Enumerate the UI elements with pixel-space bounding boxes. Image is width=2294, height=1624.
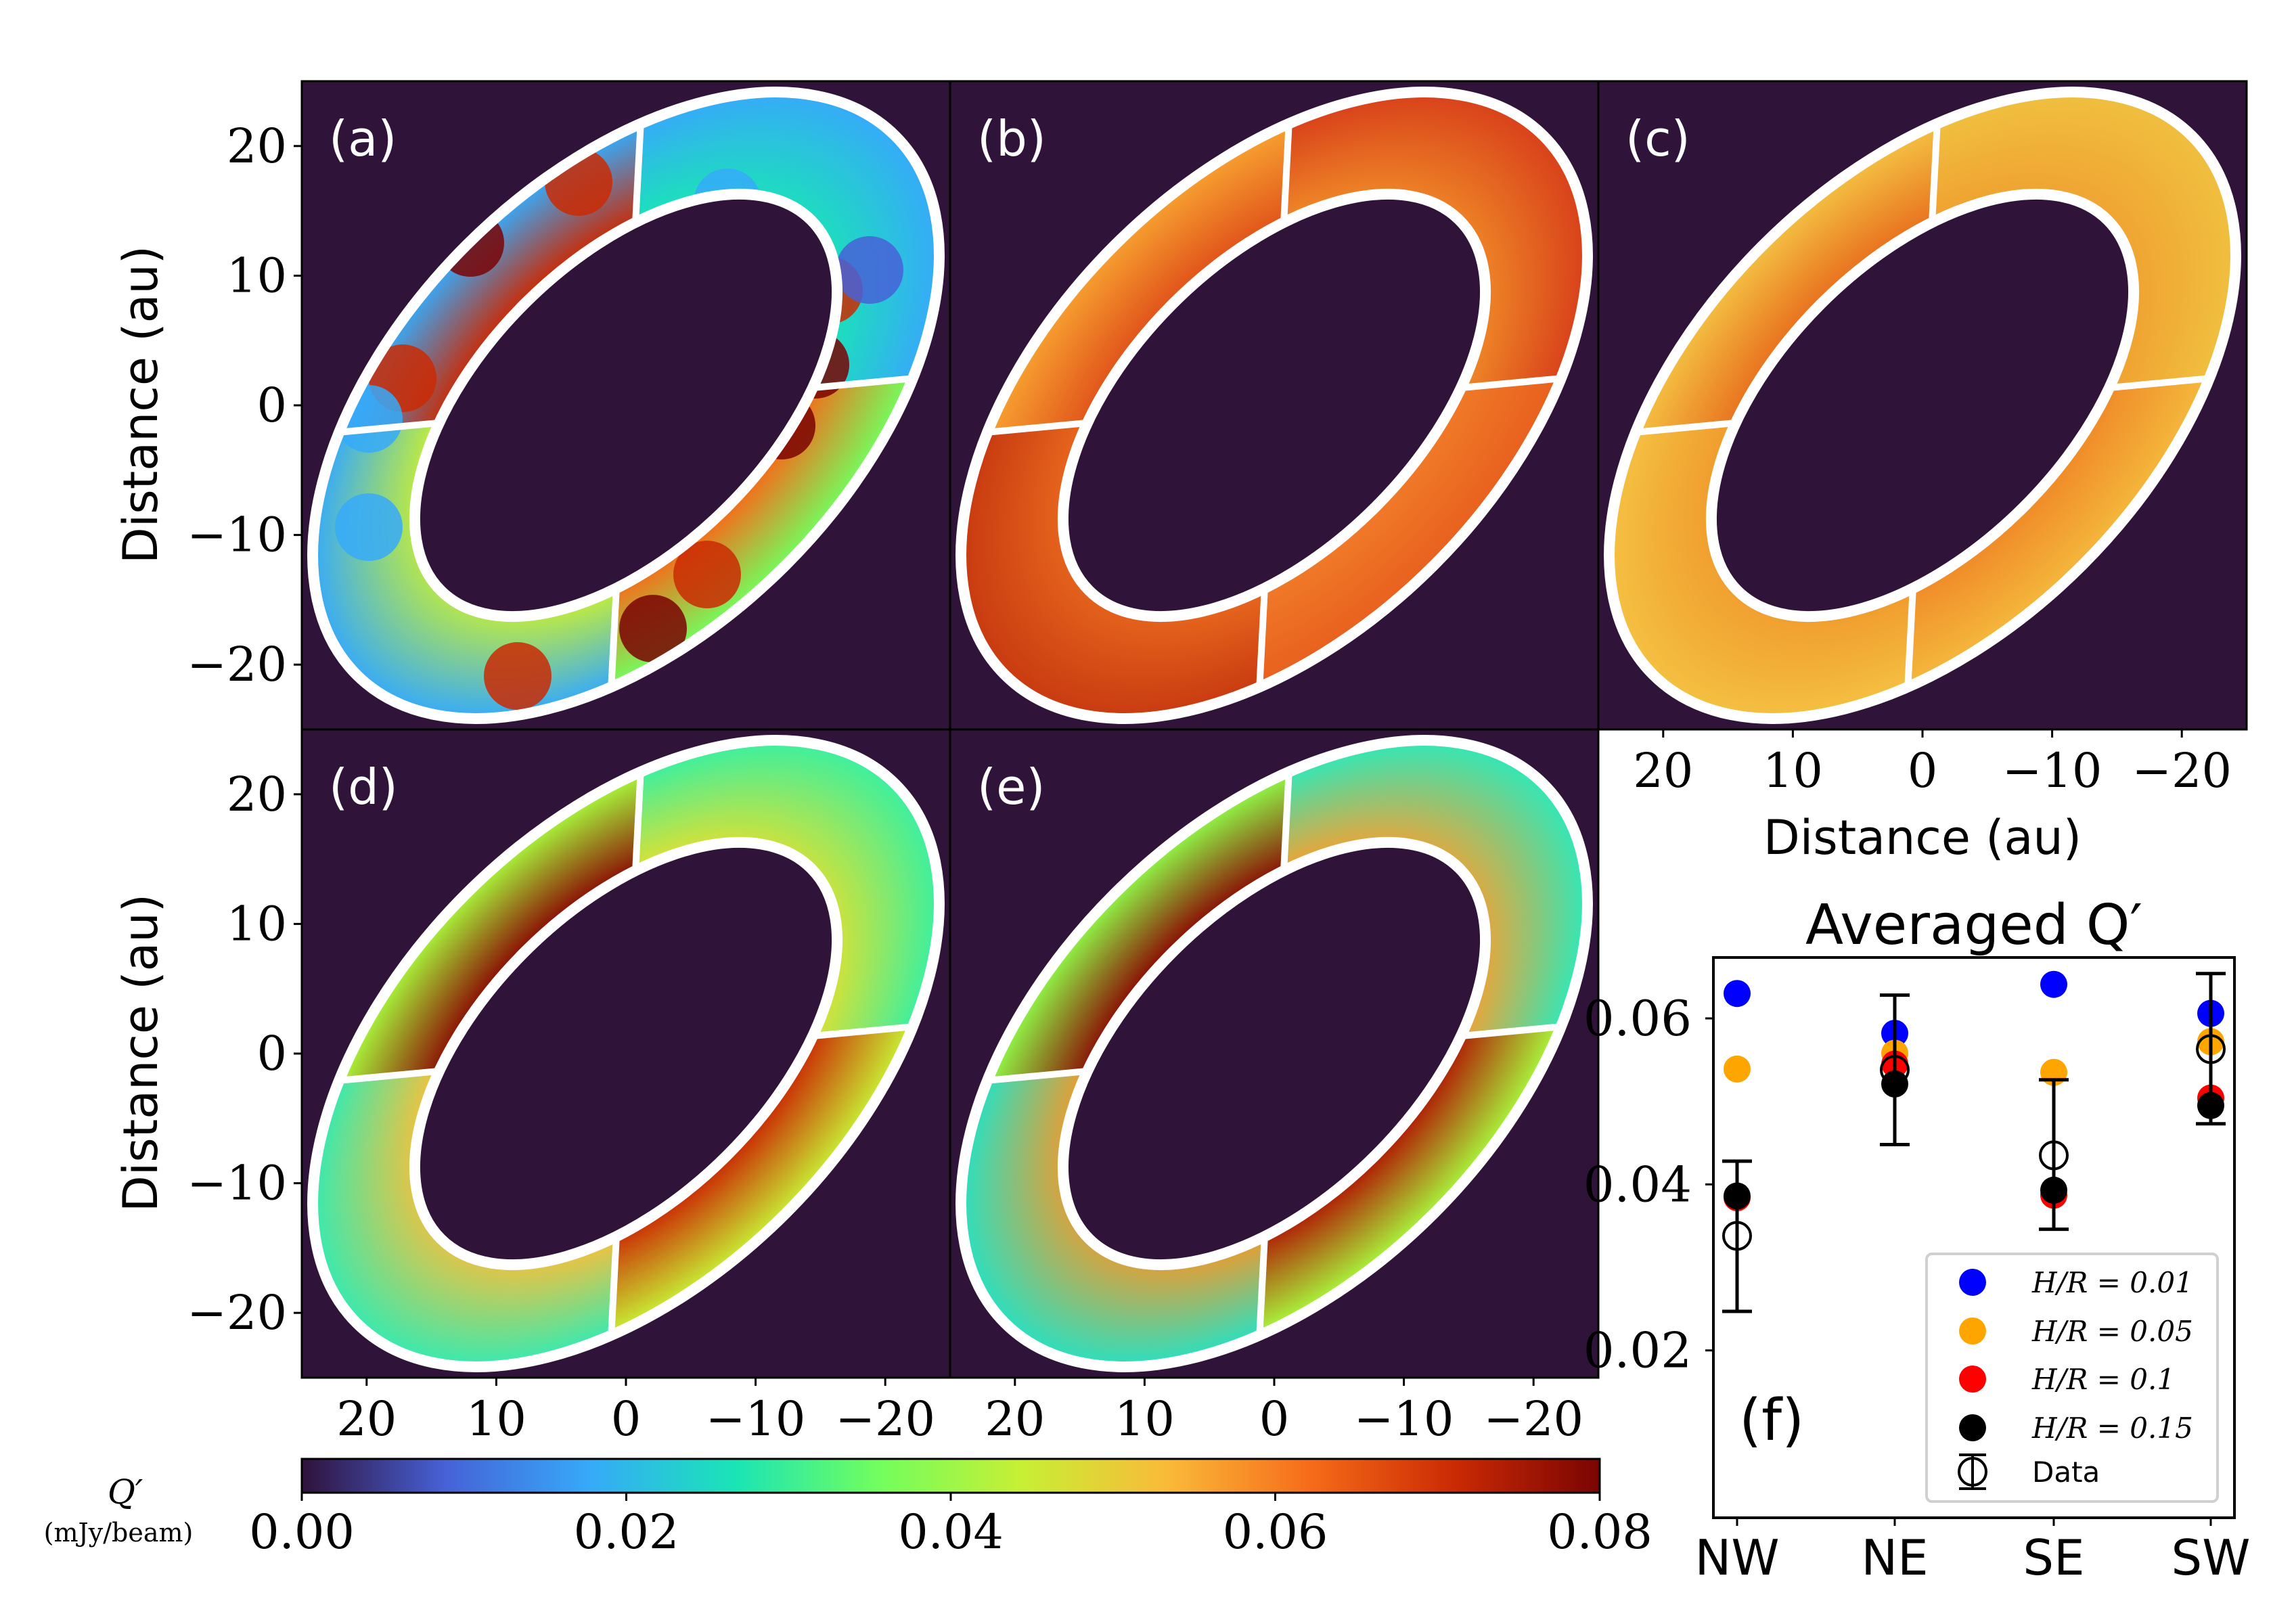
legend-marker — [1959, 1269, 1986, 1296]
x-tick-label: 20 — [1633, 743, 1693, 798]
panel-e: (e) 20 10 0 −10 −20 — [949, 728, 1600, 1447]
ring-segment-SE — [961, 1054, 1274, 1367]
y-tick-label: −20 — [187, 637, 287, 692]
heatmap-axis-labels: Distance (au) Distance (au) Distance (au… — [113, 246, 2082, 1212]
x-tick-label: 20 — [985, 1391, 1045, 1447]
x-tick-label: 10 — [1763, 743, 1823, 798]
panel-b: (b) — [949, 80, 1600, 731]
y-tick-label: 0 — [256, 1026, 287, 1081]
legend-marker — [1959, 1414, 1986, 1441]
noise-blob — [673, 541, 741, 608]
panel-f-title: Averaged Q′ — [1805, 893, 2142, 957]
legend-label: Data — [2032, 1456, 2100, 1489]
panel-label: (a) — [329, 110, 397, 167]
x-tick-label: NE — [1861, 1529, 1928, 1586]
x-tick-label: −20 — [2132, 743, 2232, 798]
x-tick-label: −20 — [835, 1391, 935, 1447]
ring-inner-edge — [1705, 188, 2140, 623]
y-tick-label: 20 — [227, 767, 287, 822]
legend-marker — [1959, 1366, 1986, 1393]
colorbar-tick-label: 0.08 — [1547, 1504, 1652, 1560]
legend-label: H/R = 0.01 — [2031, 1266, 2193, 1299]
x-tick-label: 0 — [1908, 743, 1938, 798]
legend-label: H/R = 0.1 — [2031, 1363, 2175, 1396]
point-H-R---0-01 — [2040, 970, 2067, 998]
xlabel-panel-c: Distance (au) — [1763, 810, 2082, 865]
panel-c: (c) 20 10 0 −10 −20 — [1597, 80, 2248, 798]
y-tick-label: 0.02 — [1583, 1322, 1692, 1379]
ring-inner-edge — [1057, 836, 1491, 1271]
noise-blob — [836, 236, 903, 304]
y-tick-label: 0.06 — [1583, 990, 1692, 1047]
ring-outer-edge — [307, 87, 945, 724]
y-tick-label: 10 — [227, 248, 287, 303]
panel-f-label: (f) — [1739, 1387, 1804, 1454]
legend-label: H/R = 0.15 — [2031, 1412, 2193, 1445]
point-H-R---0-01 — [1724, 980, 1751, 1008]
y-tick-label: 20 — [227, 118, 287, 174]
colorbar: Q′ (mJy/beam) 0.00 0.02 0.04 0.06 0.08 — [44, 1458, 1652, 1560]
y-tick-label: 0.04 — [1583, 1156, 1692, 1213]
ring-inner-edge — [409, 188, 843, 623]
averaged-q-panel: Averaged Q′ 0.02 0.04 0.06 NW NE SE SW (f) H/R… — [1583, 893, 2251, 1586]
ylabel-row1: Distance (au) — [113, 246, 168, 564]
data-point — [1722, 1221, 1752, 1251]
x-tick-label: −10 — [706, 1391, 806, 1447]
colorbar-label: Q′ — [108, 1472, 143, 1512]
x-tick-label: SW — [2172, 1529, 2251, 1586]
noise-blob — [619, 595, 687, 662]
legend-box — [1925, 1253, 2219, 1503]
ring-outer-edge — [955, 87, 1593, 724]
x-tick-label: NW — [1694, 1529, 1779, 1586]
x-tick-label: 0 — [1259, 1391, 1290, 1447]
colorbar-unit: (mJy/beam) — [44, 1518, 194, 1548]
heatmap-panels: (a) 20 10 0 −10 −20 (b) (c) 20 10 0 −10 −20 (d) 20 10 0 −… — [187, 80, 2248, 1447]
legend-label: H/R = 0.05 — [2031, 1315, 2193, 1348]
legend-marker — [1959, 1317, 1986, 1345]
panel-label: (e) — [977, 759, 1045, 815]
x-tick-label: −10 — [2002, 743, 2102, 798]
colorbar-gradient — [300, 1458, 1601, 1494]
x-tick-label: SE — [2023, 1529, 2084, 1586]
colorbar-tick-label: 0.02 — [574, 1504, 679, 1560]
panel-label: (b) — [977, 110, 1046, 167]
x-tick-label: −20 — [1483, 1391, 1583, 1447]
y-tick-label: −10 — [187, 1156, 287, 1211]
ring-outer-edge — [307, 735, 945, 1372]
y-tick-label: −20 — [187, 1285, 287, 1340]
colorbar-tick-label: 0.00 — [249, 1504, 355, 1560]
noise-blob — [335, 493, 403, 561]
ring-inner-edge — [409, 836, 843, 1271]
segment-fill — [961, 1054, 1274, 1367]
panel-label: (c) — [1625, 110, 1690, 167]
x-tick-label: −10 — [1354, 1391, 1454, 1447]
x-tick-label: 0 — [611, 1391, 642, 1447]
x-tick-label: 20 — [336, 1391, 397, 1447]
ring-inner-edge — [1057, 188, 1491, 623]
y-tick-label: 10 — [227, 896, 287, 951]
colorbar-tick-label: 0.06 — [1223, 1504, 1328, 1560]
ring-outer-edge — [1604, 87, 2241, 724]
y-tick-label: −10 — [187, 508, 287, 563]
point-H-R---0-05 — [1724, 1055, 1751, 1083]
colorbar-tick-label: 0.04 — [898, 1504, 1004, 1560]
noise-blob — [484, 642, 552, 710]
panel-d: (d) 20 10 0 −10 −20 20 10 0 −10 −20 — [187, 728, 951, 1447]
panel-a: (a) 20 10 0 −10 −20 — [187, 80, 951, 731]
y-tick-label: 0 — [256, 378, 287, 433]
panel-label: (d) — [329, 759, 398, 815]
data-point — [1880, 1055, 1910, 1085]
ylabel-row2: Distance (au) — [113, 894, 168, 1212]
data-point — [2039, 1140, 2069, 1171]
x-tick-label: 10 — [1115, 1391, 1175, 1447]
x-tick-label: 10 — [466, 1391, 526, 1447]
data-point — [2196, 1034, 2226, 1064]
